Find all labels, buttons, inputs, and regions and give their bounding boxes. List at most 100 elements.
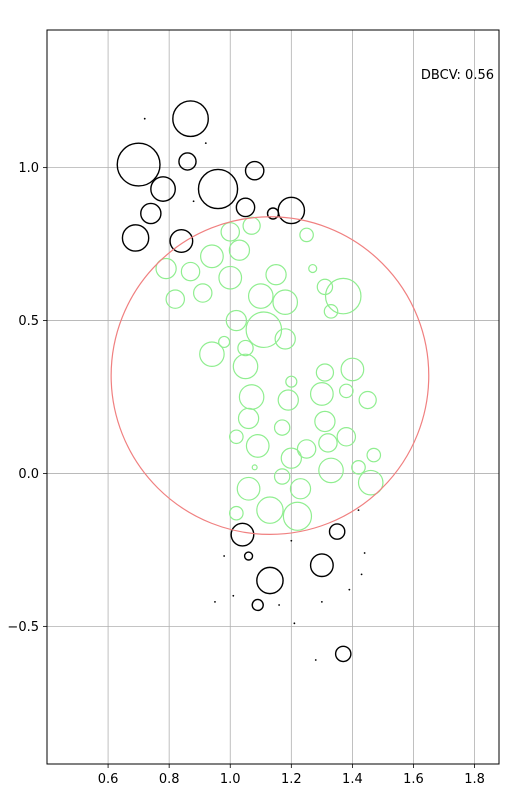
noise-speck [290,539,293,542]
cluster-point [274,328,296,350]
cluster-point [232,353,259,380]
y-tick-label: 0.0 [18,467,39,482]
noise-speck [320,601,323,603]
noise-speck [192,200,195,203]
cluster-point [229,505,244,521]
cluster-point [229,429,244,445]
grid [47,30,499,764]
cluster-point [165,289,186,309]
cluster-point [237,339,254,357]
noise-speck [348,588,351,591]
dbcv-score-annotation: DBCV: 0.56 [421,68,494,83]
cluster-point [318,457,344,484]
cluster-point [245,434,270,458]
noise-speck [232,594,235,597]
cluster-point [323,304,339,319]
noise-point [251,598,264,612]
x-tick-label: 0.8 [159,772,180,787]
boundary-circle [110,216,430,536]
plot-frame [46,29,500,765]
cluster-point [265,263,287,286]
cluster-point [299,227,314,243]
noise-point [172,100,209,138]
data-points [116,100,384,663]
cluster-point [199,341,225,367]
cluster-point [338,383,354,399]
cluster-point [277,389,299,411]
y-tick-label: 1.0 [18,161,39,176]
noise-speck [357,509,360,512]
x-tick-label: 1.0 [220,772,241,787]
cluster-point [256,496,284,524]
cluster-point [351,460,366,475]
cluster-point [236,476,261,501]
noise-speck [223,555,226,557]
cluster-point [324,277,362,315]
noise-speck [278,604,281,606]
cluster-point [318,433,338,453]
cluster-point [358,390,377,410]
x-tick-label: 1.8 [464,772,485,787]
cluster-point [289,478,312,500]
cluster-point [225,309,248,332]
cluster-point [228,239,251,261]
cluster-point [309,382,334,406]
cluster-point [280,447,303,469]
cluster-point [314,410,336,433]
noise-speck [293,622,296,625]
cluster-point [242,216,261,235]
cluster-point [220,222,241,242]
noise-point [309,553,334,578]
noise-point [178,152,197,171]
noise-point [256,566,284,595]
cluster-point [316,278,334,296]
noise-speck [143,117,146,120]
cluster-point [251,464,258,471]
noise-speck [214,601,216,603]
cluster-point [273,468,291,485]
y-tick-label: 0.5 [18,314,39,329]
cluster-point [285,375,298,388]
noise-point [140,202,162,225]
noise-point [235,197,256,218]
axis-ticks: 0.6 0.8 1.0 1.2 1.4 1.6 1.8 1.0 0.5 0.0 −0.5 [7,161,484,787]
cluster-point [273,419,291,436]
noise-point [197,168,239,210]
cluster-point [218,335,231,349]
noise-speck [363,552,366,554]
noise-point [334,645,352,663]
x-tick-label: 1.2 [281,772,302,787]
cluster-point [237,407,260,430]
cluster-point [272,289,299,316]
cluster-point [247,283,274,309]
cluster-point [336,426,357,447]
cluster-point [340,357,365,382]
noise-point [277,196,306,225]
cluster-point [180,261,201,282]
noise-speck [360,573,363,576]
cluster-point [315,363,335,382]
cluster-point [218,265,243,290]
cluster-point [192,283,213,303]
noise-point [150,176,176,202]
noise-speck [204,142,207,145]
x-tick-label: 0.6 [98,772,119,787]
x-tick-label: 1.4 [342,772,363,787]
cluster-point [155,257,177,280]
cluster-point [357,469,384,496]
noise-point [328,523,346,540]
noise-point [169,229,194,254]
y-tick-label: −0.5 [7,620,39,635]
cluster-point [308,263,318,274]
noise-point [244,160,265,181]
x-tick-label: 1.6 [403,772,424,787]
noise-point [230,522,255,547]
cluster-point [366,447,382,463]
cluster-point [200,244,224,269]
noise-point [116,142,161,187]
noise-point [243,551,254,561]
cluster-boundary [110,216,430,536]
cluster-point [282,501,313,531]
